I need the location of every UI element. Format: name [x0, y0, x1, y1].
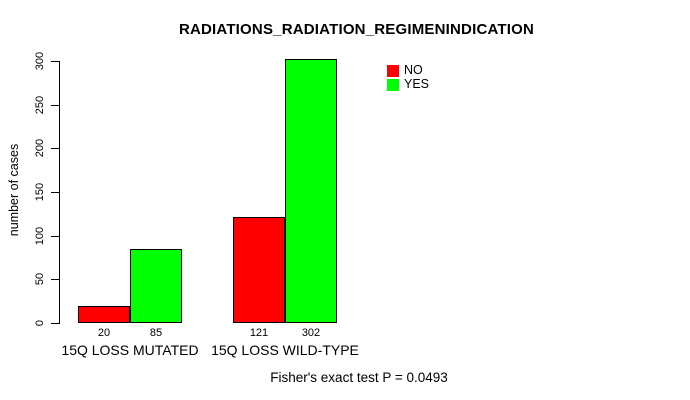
bar-value-label: 20 — [97, 327, 111, 339]
y-axis-tick — [51, 236, 59, 237]
y-axis-tick — [51, 61, 59, 62]
y-axis-tick — [51, 323, 59, 324]
y-axis-tick-label: 150 — [34, 182, 46, 202]
bar-value-label: 302 — [301, 327, 321, 339]
y-axis-tick-label: 300 — [34, 51, 46, 71]
y-axis-tick-label: 50 — [34, 272, 46, 286]
category-label: 15Q LOSS MUTATED — [61, 342, 199, 358]
y-axis-tick-label: 0 — [34, 319, 46, 327]
annotation-fisher-test: Fisher's exact test P = 0.0493 — [270, 370, 448, 385]
legend-item-no: NO — [387, 64, 429, 77]
chart-title: RADIATIONS_RADIATION_REGIMENINDICATION — [178, 21, 535, 38]
y-axis-tick-label: 250 — [34, 95, 46, 115]
y-axis-tick — [51, 279, 59, 280]
bar-yes-group2 — [285, 59, 337, 323]
legend-swatch-yes — [387, 78, 399, 91]
category-label: 15Q LOSS WILD-TYPE — [211, 342, 359, 358]
y-axis-tick — [51, 105, 59, 106]
bar-no-group2 — [233, 217, 285, 323]
y-axis-line — [59, 61, 60, 324]
legend-label: YES — [404, 77, 430, 91]
bar-value-label: 121 — [249, 327, 269, 339]
legend-item-yes: YES — [387, 78, 429, 91]
legend-label: NO — [404, 63, 423, 77]
bar-no-group1 — [78, 306, 130, 323]
y-axis-tick-label: 200 — [34, 138, 46, 158]
y-axis-tick — [51, 148, 59, 149]
legend-swatch-no — [387, 64, 399, 77]
bar-value-label: 85 — [149, 327, 163, 339]
bar-yes-group1 — [130, 249, 182, 323]
legend: NO YES — [387, 64, 429, 92]
y-axis-tick — [51, 192, 59, 193]
y-axis-tick-label: 100 — [34, 226, 46, 246]
